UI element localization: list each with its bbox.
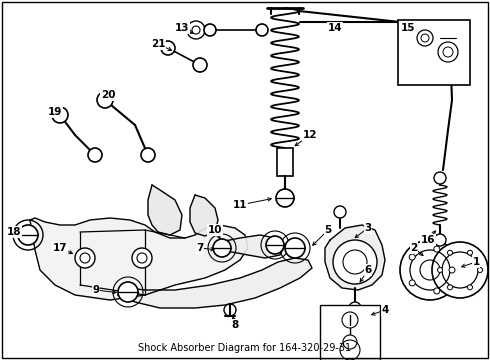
- Bar: [398, 20, 470, 85]
- Circle shape: [343, 335, 357, 349]
- Text: Shock Absorber Diagram for 164-320-29-31: Shock Absorber Diagram for 164-320-29-31: [139, 343, 351, 353]
- Text: 7: 7: [196, 243, 204, 253]
- Circle shape: [75, 248, 95, 268]
- Text: 19: 19: [48, 107, 62, 117]
- Text: 2: 2: [411, 243, 417, 253]
- Circle shape: [161, 41, 175, 55]
- Text: 3: 3: [365, 223, 371, 233]
- Circle shape: [447, 285, 452, 290]
- Text: 6: 6: [365, 265, 371, 275]
- Circle shape: [118, 282, 138, 302]
- Text: 11: 11: [233, 200, 247, 210]
- Circle shape: [438, 267, 442, 273]
- Bar: [277, 148, 293, 176]
- Circle shape: [333, 240, 377, 284]
- Circle shape: [409, 280, 415, 286]
- Circle shape: [434, 234, 446, 246]
- Circle shape: [334, 206, 346, 218]
- Circle shape: [18, 225, 38, 245]
- Text: 4: 4: [381, 305, 389, 315]
- Circle shape: [447, 250, 452, 255]
- Bar: [320, 305, 380, 360]
- Circle shape: [409, 254, 415, 260]
- Circle shape: [467, 285, 472, 290]
- Text: 15: 15: [401, 23, 415, 33]
- Circle shape: [141, 148, 155, 162]
- Circle shape: [432, 242, 488, 298]
- Circle shape: [204, 24, 216, 36]
- Text: 21: 21: [151, 39, 165, 49]
- Circle shape: [213, 239, 231, 257]
- Polygon shape: [118, 258, 312, 308]
- Text: 10: 10: [208, 225, 222, 235]
- Polygon shape: [325, 225, 385, 290]
- Circle shape: [88, 148, 102, 162]
- Circle shape: [187, 21, 205, 39]
- Text: 1: 1: [472, 257, 480, 267]
- Polygon shape: [148, 185, 182, 235]
- Text: 12: 12: [303, 130, 317, 140]
- Circle shape: [193, 58, 207, 72]
- Polygon shape: [220, 235, 285, 258]
- Circle shape: [132, 248, 152, 268]
- Text: 13: 13: [175, 23, 189, 33]
- Circle shape: [467, 250, 472, 255]
- Circle shape: [477, 267, 483, 273]
- Circle shape: [449, 267, 455, 273]
- Circle shape: [438, 42, 458, 62]
- Polygon shape: [30, 218, 248, 300]
- Circle shape: [224, 304, 236, 316]
- Circle shape: [349, 302, 361, 314]
- Circle shape: [256, 24, 268, 36]
- Circle shape: [417, 30, 433, 46]
- Text: 17: 17: [53, 243, 67, 253]
- Circle shape: [434, 246, 440, 252]
- Text: 9: 9: [93, 285, 99, 295]
- Circle shape: [434, 288, 440, 294]
- Circle shape: [52, 107, 68, 123]
- Circle shape: [276, 189, 294, 207]
- Circle shape: [285, 238, 305, 258]
- Circle shape: [192, 26, 200, 34]
- Text: 20: 20: [101, 90, 115, 100]
- Text: 14: 14: [328, 23, 343, 33]
- Circle shape: [97, 92, 113, 108]
- Circle shape: [266, 236, 284, 254]
- Text: 8: 8: [231, 320, 239, 330]
- Text: 5: 5: [324, 225, 332, 235]
- Text: 18: 18: [7, 227, 21, 237]
- Circle shape: [434, 172, 446, 184]
- Text: 16: 16: [421, 235, 435, 245]
- Circle shape: [400, 240, 460, 300]
- Polygon shape: [190, 195, 218, 236]
